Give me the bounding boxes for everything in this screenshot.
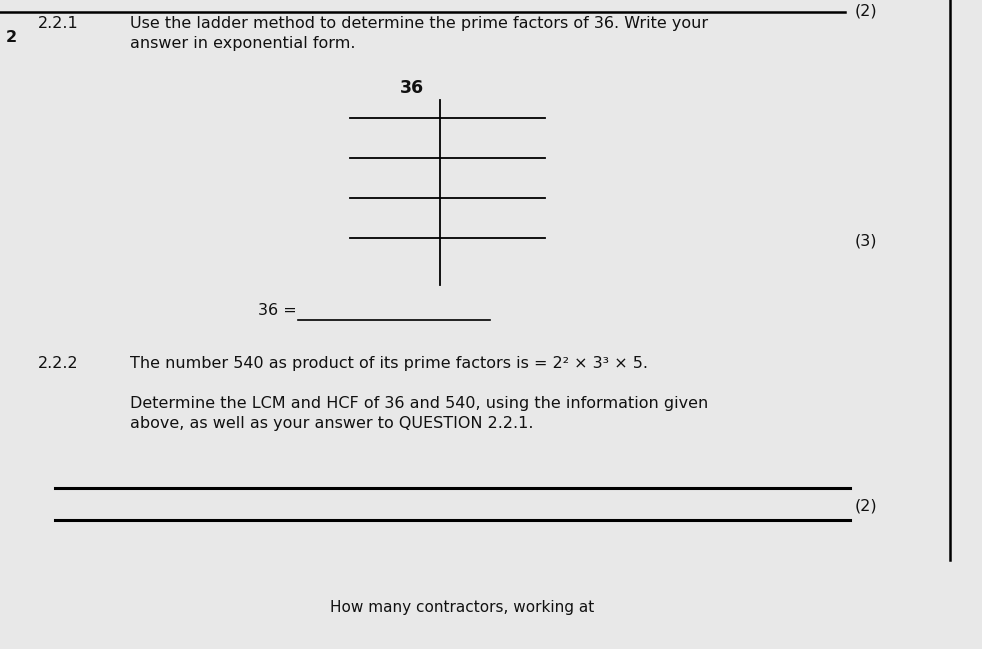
Text: Use the ladder method to determine the prime factors of 36. Write your: Use the ladder method to determine the p… — [130, 16, 708, 31]
Text: 36: 36 — [400, 79, 424, 97]
Text: above, as well as your answer to QUESTION 2.2.1.: above, as well as your answer to QUESTIO… — [130, 416, 533, 431]
Text: The number 540 as product of its prime factors is = 2² × 3³ × 5.: The number 540 as product of its prime f… — [130, 356, 648, 371]
Text: answer in exponential form.: answer in exponential form. — [130, 36, 355, 51]
Text: 2: 2 — [6, 31, 17, 45]
Text: (2): (2) — [855, 3, 878, 18]
Text: 2.2.1: 2.2.1 — [38, 16, 79, 31]
Text: Determine the LCM and HCF of 36 and 540, using the information given: Determine the LCM and HCF of 36 and 540,… — [130, 396, 708, 411]
Text: 2.2.2: 2.2.2 — [38, 356, 79, 371]
Text: How many contractors, working at: How many contractors, working at — [330, 600, 594, 615]
Text: (2): (2) — [855, 498, 878, 513]
Text: 36 =: 36 = — [258, 303, 297, 318]
Text: (3): (3) — [855, 233, 878, 249]
